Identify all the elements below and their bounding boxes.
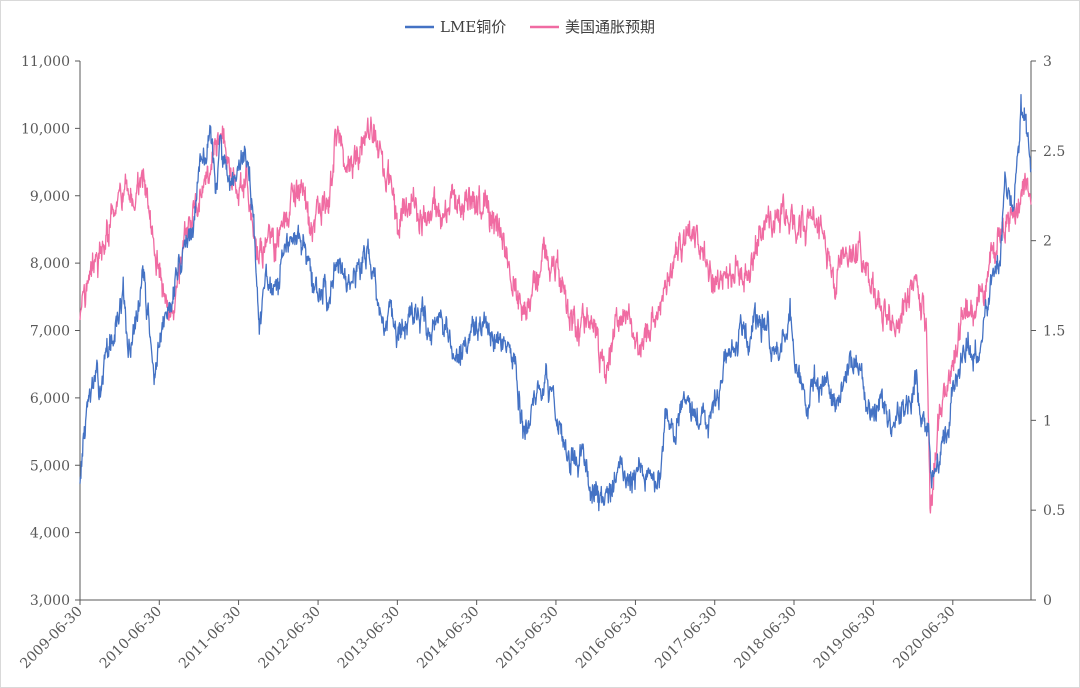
x-axis-tick-label: 2012-06-30 [256,604,324,672]
series-line-lme-copper [79,93,1032,512]
axes: 3,000 4,000 5,000 6,000 7,000 8,000 9,000 10,00… [17,54,1065,672]
right-axis-tick-label: 0.5 [1043,503,1065,519]
left-axis-tick-label: 11,000 [21,54,70,70]
right-axis-tick-label: 0 [1043,593,1052,609]
x-axis-tick-label: 2010-06-30 [97,604,165,672]
legend: LME铜价 美国通胀预期 [405,18,655,36]
right-axis-tick-label: 1.5 [1043,324,1065,340]
left-axis-tick-label: 5,000 [30,458,70,474]
right-axis-tick-label: 3 [1043,54,1052,70]
x-axis-tick-label: 2018-06-30 [731,604,799,672]
right-axis-tick-label: 1 [1043,413,1052,429]
left-axis-tick-label: 9,000 [30,189,70,205]
x-axis-tick-label: 2015-06-30 [493,604,561,672]
x-axis-tick-label: 2017-06-30 [652,604,720,672]
x-axis-tick-label: 2013-06-30 [335,604,403,672]
x-axis-tick-label: 2019-06-30 [811,604,879,672]
left-axis-tick-label: 8,000 [30,256,70,272]
left-axis-tick-label: 7,000 [30,324,70,340]
right-axis-tick-label: 2 [1043,234,1052,250]
x-axis-tick-label: 2014-06-30 [414,604,482,672]
legend-label-copy: LME铜价 [440,18,506,36]
left-axis-tick-label: 6,000 [30,391,70,407]
x-axis-tick-label: 2009-06-30 [17,604,85,672]
right-axis-tick-label: 2.5 [1043,144,1065,160]
series-line-inflation-expectation [79,116,1032,514]
left-axis-tick-label: 4,000 [30,526,70,542]
x-axis-tick-label: 2011-06-30 [176,604,244,672]
series-layer [79,93,1032,514]
x-axis-tick-label: 2016-06-30 [573,604,641,672]
x-axis-tick-label: 2020-06-30 [890,604,958,672]
left-axis-tick-label: 3,000 [30,593,70,609]
legend-label-inflation: 美国通胀预期 [565,18,655,36]
left-axis-tick-label: 10,000 [21,121,70,137]
